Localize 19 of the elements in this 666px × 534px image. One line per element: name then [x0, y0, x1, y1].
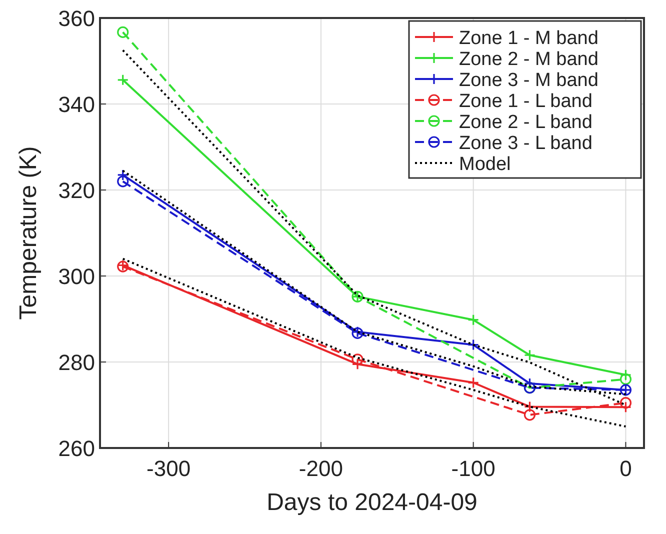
- legend-label: Zone 3 - M band: [459, 70, 598, 91]
- y-tick-label: 300: [58, 264, 95, 289]
- y-axis-title: Temperature (K): [15, 146, 42, 320]
- x-tick-label: -100: [451, 456, 496, 481]
- legend-label: Zone 3 - L band: [459, 133, 592, 154]
- y-tick-label: 340: [58, 92, 95, 117]
- x-tick-label: -200: [298, 456, 343, 481]
- y-tick-label: 360: [58, 6, 95, 31]
- x-tick-label: 0: [620, 456, 632, 481]
- legend-label: Zone 1 - L band: [459, 91, 592, 112]
- legend-label: Zone 2 - L band: [459, 112, 592, 133]
- x-axis-title: Days to 2024-04-09: [266, 489, 478, 516]
- y-tick-label: 260: [58, 436, 95, 461]
- legend-label: Zone 2 - M band: [459, 49, 598, 70]
- x-tick-label: -300: [146, 456, 191, 481]
- y-tick-label: 280: [58, 350, 95, 375]
- legend-label: Zone 1 - M band: [459, 28, 598, 49]
- y-tick-label: 320: [58, 178, 95, 203]
- legend-label: Model: [459, 154, 511, 175]
